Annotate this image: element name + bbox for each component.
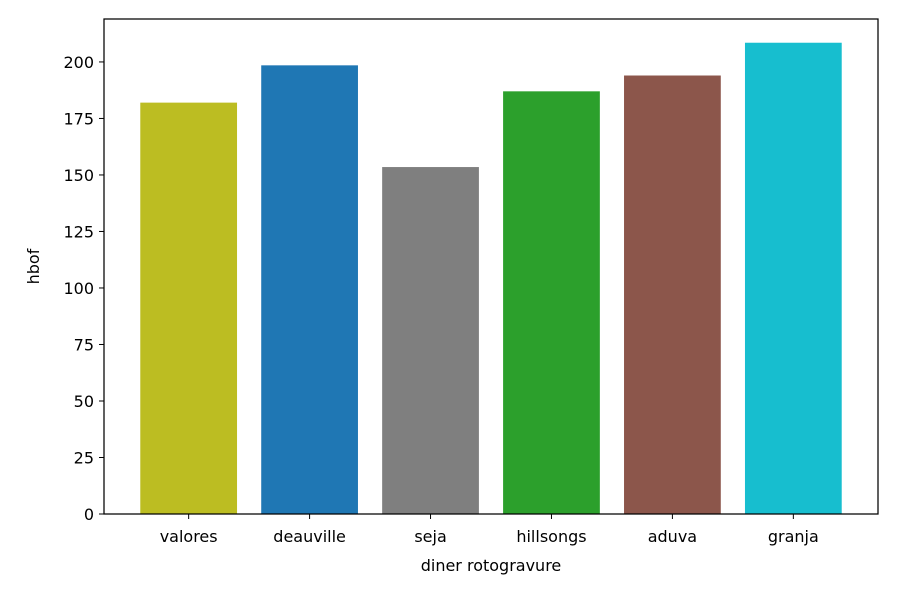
y-ticks-group: 0 25 50 75 100 125 150 175 200 [63, 53, 104, 524]
x-tick-label: deauville [273, 527, 346, 546]
y-tick-label: 75 [74, 335, 94, 354]
bar-aduva [624, 75, 721, 515]
y-tick-label: 100 [63, 279, 94, 298]
bar-deauville [261, 65, 358, 514]
bar-granja [744, 42, 842, 514]
x-tick-label: granja [768, 527, 819, 546]
x-ticks-group: valores deauville seja hillsongs aduva granja [160, 514, 819, 546]
bar-seja [382, 167, 479, 514]
x-tick-label: valores [160, 527, 218, 546]
y-tick-label: 175 [63, 109, 94, 128]
x-tick-label: aduva [648, 527, 697, 546]
y-tick-label: 25 [74, 448, 94, 467]
x-axis-label: diner rotogravure [421, 556, 562, 575]
y-axis-label: hbof [24, 248, 43, 284]
y-tick-label: 200 [63, 53, 94, 72]
bars-group [140, 42, 842, 515]
y-tick-label: 0 [84, 505, 94, 524]
x-tick-label: seja [414, 527, 446, 546]
y-tick-label: 50 [74, 392, 94, 411]
bar-valores [140, 102, 238, 515]
plot-area-frame [103, 18, 879, 515]
x-tick-label: hillsongs [516, 527, 586, 546]
y-tick-label: 150 [63, 166, 94, 185]
bar-hillsongs [503, 91, 600, 514]
y-tick-label: 125 [63, 222, 94, 241]
